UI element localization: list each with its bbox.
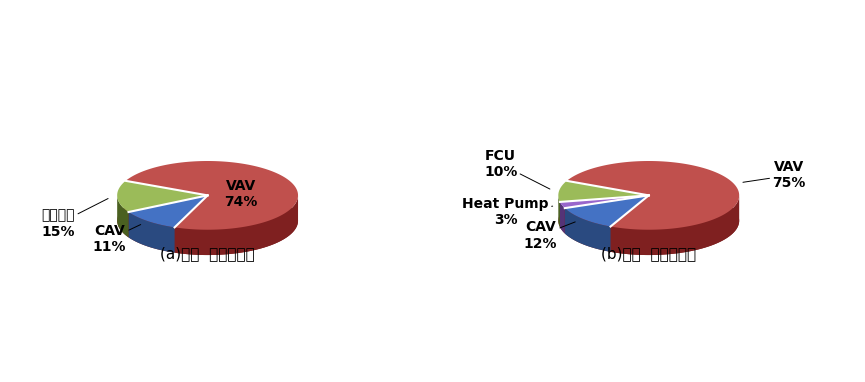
Polygon shape — [558, 195, 560, 227]
Text: FCU
10%: FCU 10% — [484, 149, 550, 189]
Text: 바닥공조
15%: 바닥공조 15% — [42, 199, 108, 239]
Polygon shape — [175, 195, 298, 255]
Polygon shape — [117, 186, 298, 255]
Polygon shape — [558, 186, 740, 255]
Text: VAV
74%: VAV 74% — [225, 179, 258, 209]
Text: VAV
75%: VAV 75% — [743, 160, 805, 191]
Text: CAV
11%: CAV 11% — [93, 224, 141, 254]
Polygon shape — [129, 195, 208, 227]
Polygon shape — [558, 181, 649, 202]
Polygon shape — [117, 195, 129, 237]
Polygon shape — [565, 195, 649, 227]
Text: (b)국외  공조시스템: (b)국외 공조시스템 — [601, 246, 696, 262]
Text: Heat Pump
3%: Heat Pump 3% — [463, 197, 553, 227]
Polygon shape — [565, 208, 611, 252]
Polygon shape — [567, 161, 740, 230]
Text: CAV
12%: CAV 12% — [523, 220, 575, 251]
Polygon shape — [125, 161, 298, 230]
Text: (a)국내  공조시스템: (a)국내 공조시스템 — [160, 246, 255, 262]
Polygon shape — [560, 202, 565, 233]
Polygon shape — [560, 195, 649, 208]
Polygon shape — [611, 196, 740, 255]
Polygon shape — [129, 212, 175, 253]
Polygon shape — [117, 181, 208, 212]
